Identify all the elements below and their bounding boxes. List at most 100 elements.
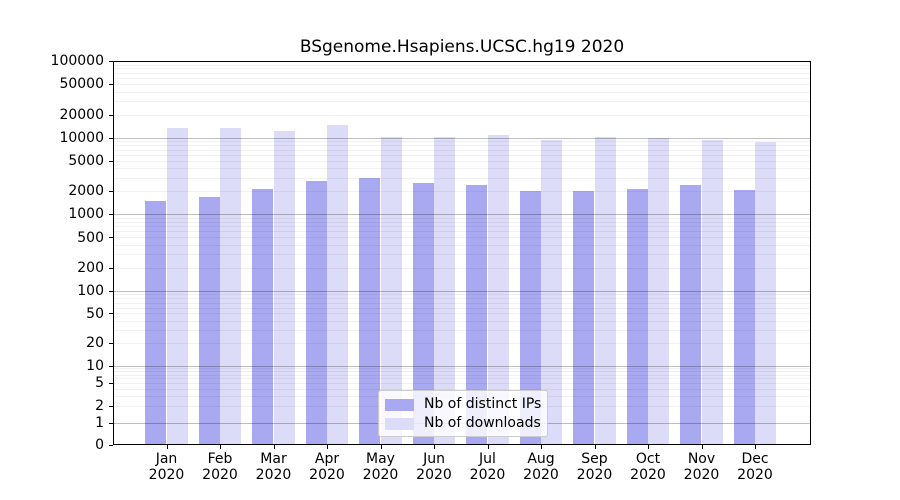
bar-downloads-feb xyxy=(220,128,242,445)
x-tick-label-mar: Mar 2020 xyxy=(247,451,301,483)
legend-swatch-distinct-ips xyxy=(385,398,414,411)
x-tick-year: 2020 xyxy=(630,467,666,483)
x-tick-month: Jul xyxy=(479,451,496,467)
gridline-minor xyxy=(114,371,810,372)
gridline-minor xyxy=(114,294,810,295)
bar-downloads-may xyxy=(380,137,402,445)
x-tick-month: Mar xyxy=(260,451,287,467)
x-tick-month: Nov xyxy=(687,451,716,467)
x-tick-label-feb: Feb 2020 xyxy=(193,451,247,483)
gridline-minor xyxy=(114,298,810,299)
gridline-minor xyxy=(114,191,810,192)
x-tick-label-jan: Jan 2020 xyxy=(140,451,194,483)
legend-label-downloads: Nb of downloads xyxy=(424,415,541,431)
y-tick-label-100: 100 xyxy=(77,283,104,299)
y-tick-label-10000: 10000 xyxy=(59,129,104,146)
bar-distinct-ips-sep xyxy=(573,191,595,445)
x-tick-year: 2020 xyxy=(255,467,292,483)
y-tick-mark xyxy=(109,115,113,116)
y-tick-label-10: 10 xyxy=(86,357,104,374)
gridline-minor xyxy=(114,378,810,379)
gridline-major xyxy=(114,291,810,292)
gridline-minor xyxy=(114,84,810,85)
x-tick-label-aug: Aug 2020 xyxy=(514,451,568,483)
gridline-minor xyxy=(114,303,810,304)
x-tick-year: 2020 xyxy=(148,467,185,483)
x-tick-mark xyxy=(702,445,703,449)
y-tick-mark xyxy=(109,313,113,314)
y-tick-label-1000: 1000 xyxy=(68,206,104,223)
gridline-minor xyxy=(114,222,810,223)
gridline-minor xyxy=(114,101,810,102)
bar-distinct-ips-oct xyxy=(626,188,648,445)
x-tick-year: 2020 xyxy=(576,467,613,483)
x-tick-month: Jun xyxy=(423,451,445,467)
x-tick-label-nov: Nov 2020 xyxy=(675,451,729,483)
y-tick-mark xyxy=(109,61,113,62)
x-tick-label-oct: Oct 2020 xyxy=(621,451,675,483)
bar-downloads-dec xyxy=(755,141,777,445)
gridline-major xyxy=(114,138,810,139)
y-tick-mark xyxy=(109,268,113,269)
gridline-major xyxy=(114,214,810,215)
bar-distinct-ips-aug xyxy=(519,190,541,445)
x-tick-mark xyxy=(167,445,168,449)
x-tick-mark xyxy=(434,445,435,449)
y-tick-mark xyxy=(109,406,113,407)
x-tick-mark xyxy=(648,445,649,449)
legend-swatch-downloads xyxy=(385,417,414,430)
chart-title: BSgenome.Hsapiens.UCSC.hg19 2020 xyxy=(299,37,625,57)
x-tick-label-sep: Sep 2020 xyxy=(568,451,622,483)
gridline-minor xyxy=(114,375,810,376)
gridline-minor xyxy=(114,231,810,232)
bar-distinct-ips-mar xyxy=(252,189,274,445)
gridline-minor xyxy=(114,383,810,384)
bar-downloads-jun xyxy=(434,137,456,445)
y-tick-mark xyxy=(109,84,113,85)
legend-entry-downloads: Nb of downloads xyxy=(385,415,541,431)
bar-downloads-jul xyxy=(487,134,509,445)
y-tick-label-5000: 5000 xyxy=(68,152,104,169)
gridline-minor xyxy=(114,178,810,179)
y-tick-mark xyxy=(109,343,113,344)
bar-downloads-nov xyxy=(701,139,723,445)
gridline-minor xyxy=(114,368,810,369)
bar-distinct-ips-jan xyxy=(145,200,167,445)
gridline-minor xyxy=(114,150,810,151)
x-tick-label-may: May 2020 xyxy=(354,451,408,483)
gridline-minor xyxy=(114,145,810,146)
gridline-minor xyxy=(114,168,810,169)
gridline-minor xyxy=(114,68,810,69)
x-tick-year: 2020 xyxy=(683,467,720,483)
gridline-minor xyxy=(114,389,810,390)
bar-distinct-ips-feb xyxy=(198,197,220,445)
x-tick-month: Feb xyxy=(207,451,233,467)
y-tick-mark xyxy=(109,423,113,424)
y-tick-mark xyxy=(109,383,113,384)
x-tick-year: 2020 xyxy=(469,467,506,483)
gridline-minor xyxy=(114,115,810,116)
bar-downloads-oct xyxy=(648,138,670,445)
gridline-major xyxy=(114,366,810,367)
gridline-minor xyxy=(114,254,810,255)
gridline-minor xyxy=(114,308,810,309)
gridline-minor xyxy=(114,141,810,142)
x-tick-label-dec: Dec 2020 xyxy=(728,451,782,483)
bar-downloads-mar xyxy=(273,130,295,445)
x-tick-mark xyxy=(274,445,275,449)
y-tick-mark xyxy=(109,161,113,162)
x-tick-year: 2020 xyxy=(523,467,559,483)
x-tick-month: Apr xyxy=(314,451,340,467)
gridline-minor xyxy=(114,73,810,74)
x-tick-month: Oct xyxy=(635,451,661,467)
x-tick-label-apr: Apr 2020 xyxy=(300,451,354,483)
x-tick-year: 2020 xyxy=(416,467,452,483)
y-tick-label-20000: 20000 xyxy=(59,106,104,123)
x-tick-year: 2020 xyxy=(362,467,399,483)
legend-entry-distinct-ips: Nb of distinct IPs xyxy=(385,397,541,412)
y-tick-mark xyxy=(109,237,113,238)
y-tick-label-500: 500 xyxy=(77,229,104,246)
y-tick-mark xyxy=(109,445,113,446)
x-tick-mark xyxy=(755,445,756,449)
